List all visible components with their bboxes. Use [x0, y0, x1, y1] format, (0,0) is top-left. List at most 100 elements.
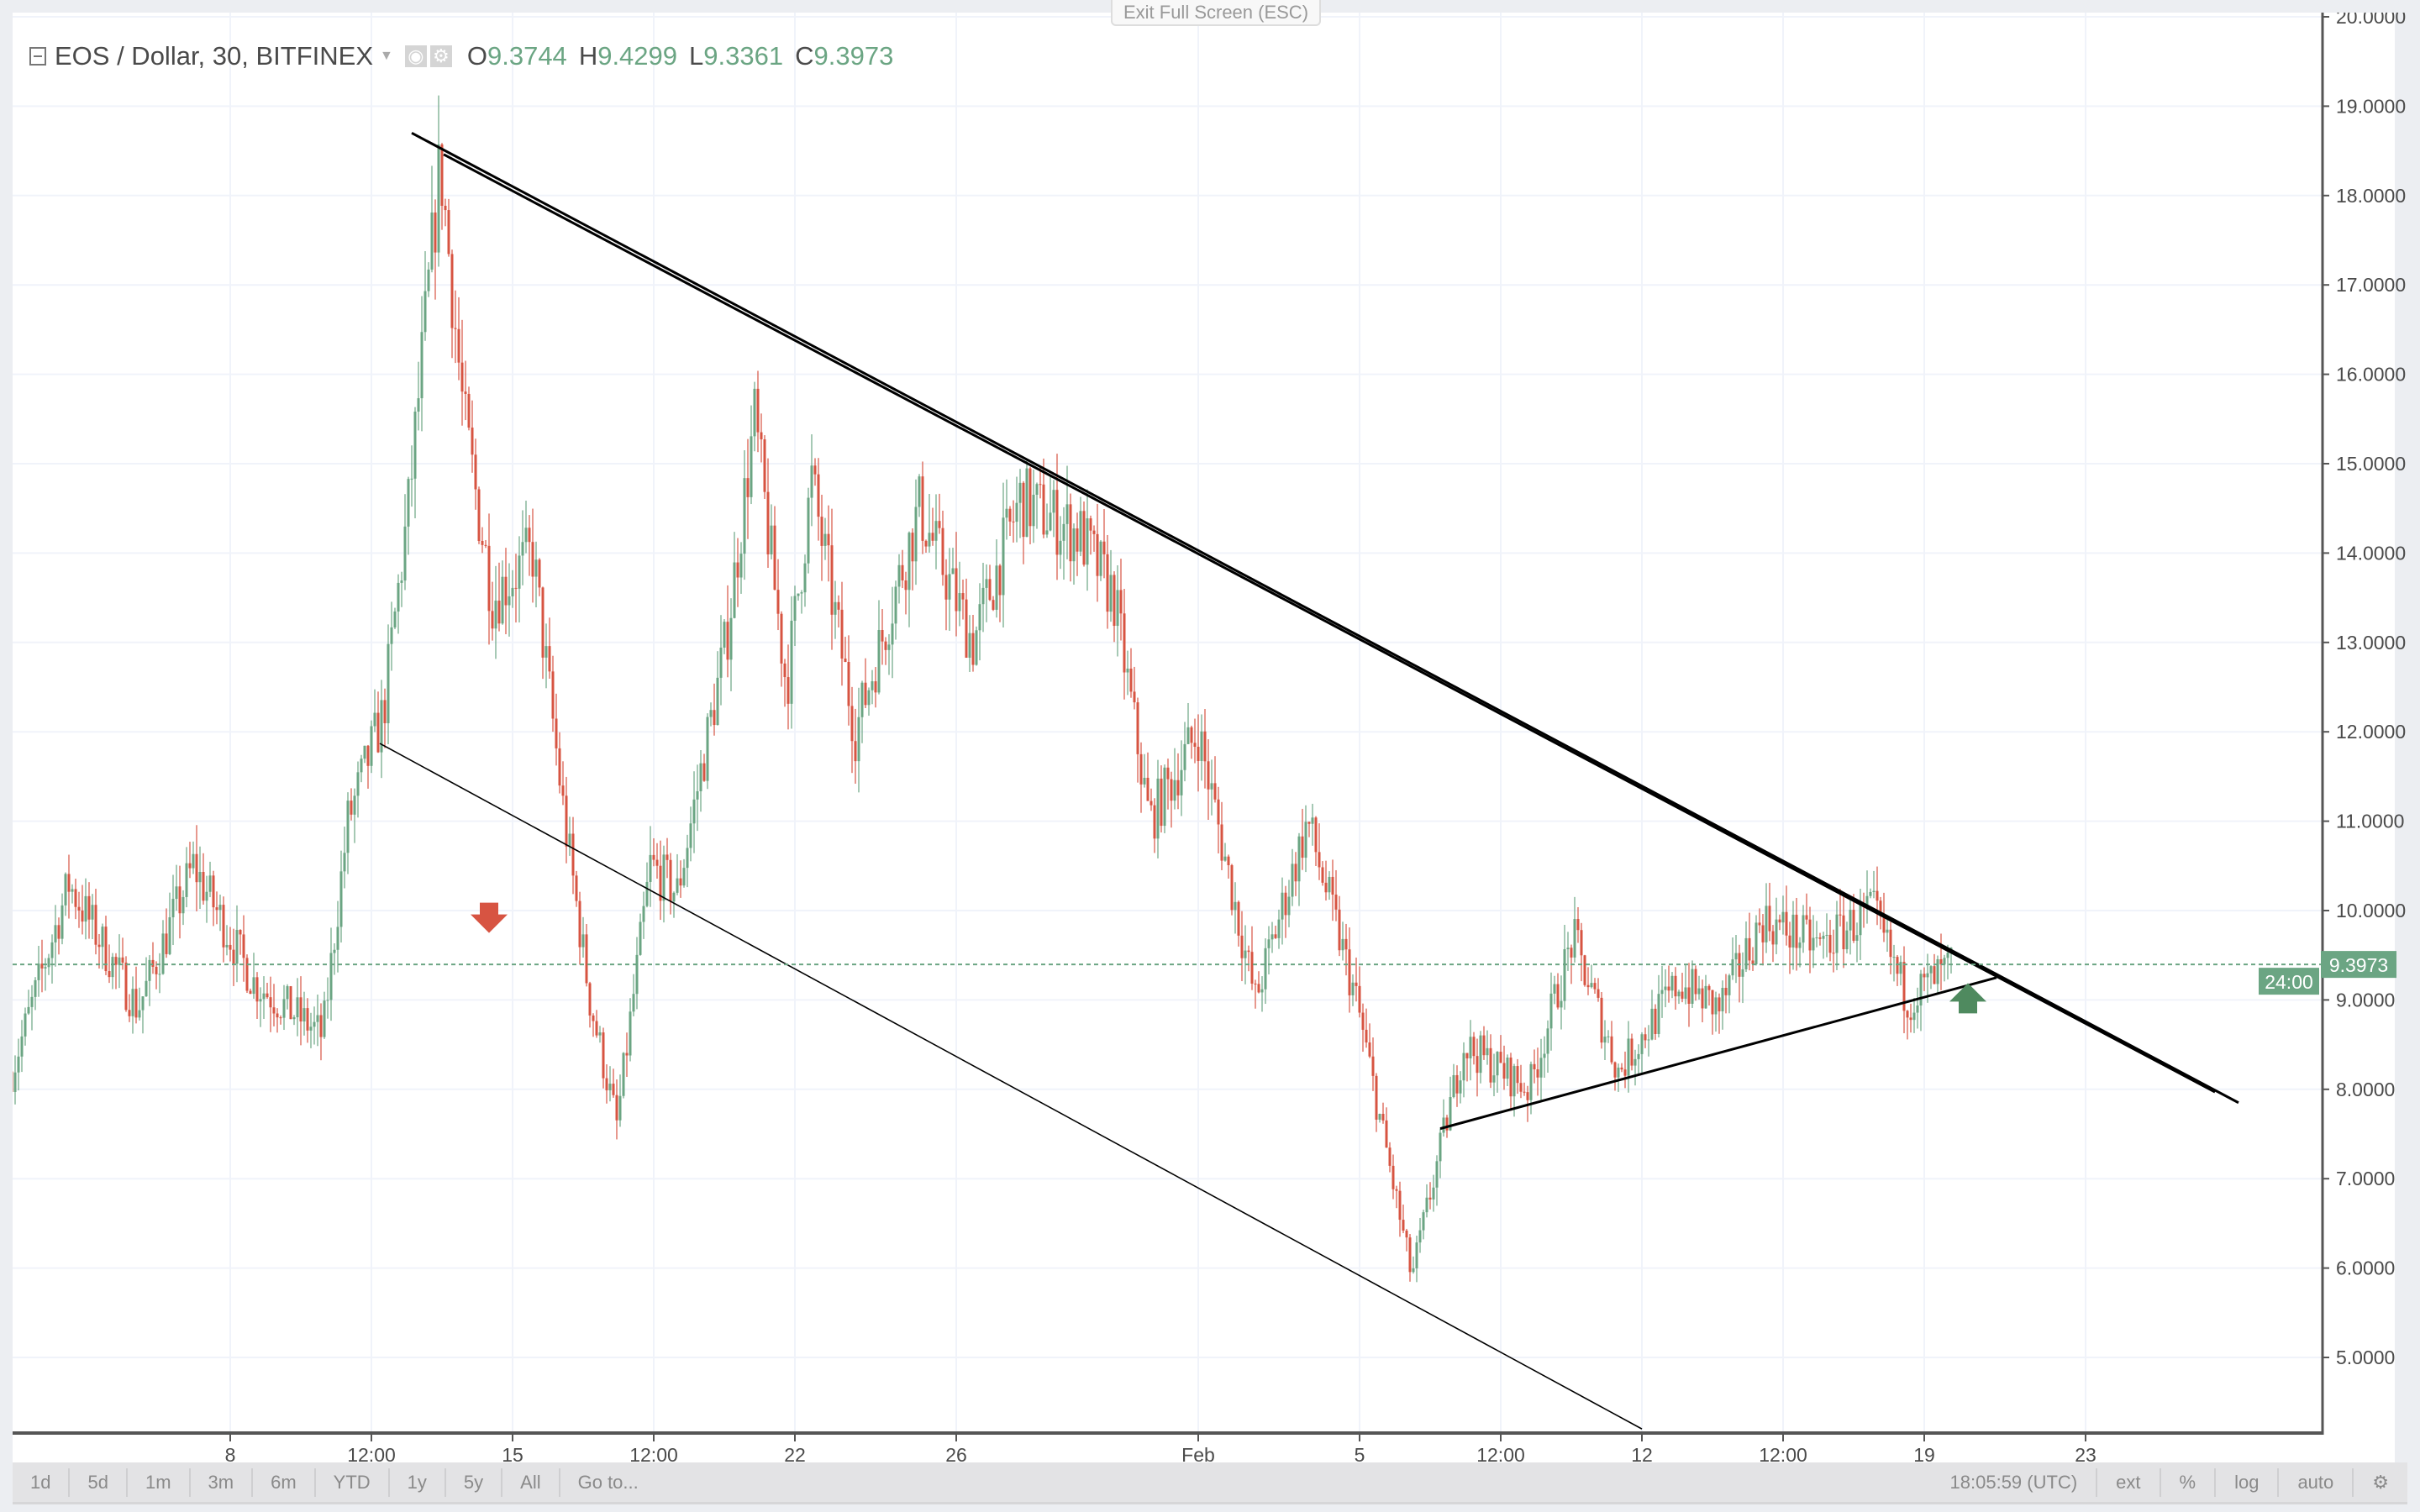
collapse-icon[interactable] [29, 47, 46, 66]
candle-body [965, 599, 968, 658]
range-1d[interactable]: 1d [13, 1467, 71, 1497]
candle [1701, 979, 1704, 1023]
candle-body [504, 576, 508, 606]
candle-body [1402, 1220, 1405, 1231]
candle [1264, 938, 1267, 1005]
candle [1331, 859, 1334, 921]
candle-body [1465, 1053, 1469, 1058]
candle-body [1613, 1062, 1617, 1078]
candle-body [592, 1015, 595, 1021]
candle [1388, 1142, 1392, 1173]
candle [1637, 1044, 1640, 1076]
candle-body [1670, 975, 1674, 991]
candle [1573, 896, 1576, 963]
candle-body [407, 479, 410, 527]
candle [1385, 1107, 1388, 1148]
candle [1748, 912, 1751, 971]
candle [1365, 1008, 1368, 1048]
candle-body [1328, 876, 1331, 893]
candle [1351, 974, 1355, 1006]
candle [1462, 1042, 1465, 1098]
candle [289, 985, 292, 1020]
goto-button[interactable]: Go to... [577, 1471, 639, 1493]
percent-toggle[interactable]: % [2159, 1467, 2215, 1497]
candle [692, 771, 696, 853]
candle-body [558, 748, 561, 786]
candle-body [1408, 1237, 1412, 1273]
candle [1566, 932, 1570, 971]
eye-icon[interactable]: ◉ [404, 45, 427, 67]
range-1m[interactable]: 1m [128, 1467, 191, 1497]
candle-body [1062, 523, 1065, 541]
candle-body [74, 889, 77, 907]
candle-body [1361, 1012, 1365, 1030]
candle-body [1570, 948, 1573, 958]
range-all[interactable]: All [502, 1467, 560, 1497]
candle-body [1923, 974, 1926, 978]
range-ytd[interactable]: YTD [316, 1467, 390, 1497]
candle [622, 1052, 625, 1099]
range-1y[interactable]: 1y [390, 1467, 446, 1497]
candle [1237, 900, 1240, 947]
candle [1825, 913, 1828, 958]
candle [662, 845, 666, 923]
caret-down-icon[interactable]: ▼ [380, 49, 393, 63]
range-3m[interactable]: 3m [191, 1467, 254, 1497]
range-6m[interactable]: 6m [253, 1467, 316, 1497]
candle [269, 976, 272, 1032]
exit-fullscreen-button[interactable]: Exit Full Screen (ESC) [1111, 0, 1321, 26]
candle-body [1183, 743, 1186, 770]
candle [1381, 1102, 1385, 1124]
candle [218, 895, 222, 932]
candle-body [94, 905, 97, 945]
candle [1650, 990, 1654, 1041]
candle [1533, 1049, 1536, 1084]
candle [1600, 992, 1603, 1049]
chart-frame[interactable]: 20.0000 19.0000 18.0000 17.0000 16.0000 15.00… [13, 13, 2407, 1504]
candle [373, 689, 376, 732]
candle-body [397, 582, 400, 612]
symbol-title[interactable]: EOS / Dollar, 30, BITFINEX [55, 41, 374, 71]
auto-toggle[interactable]: auto [2277, 1467, 2352, 1497]
log-toggle[interactable]: log [2214, 1467, 2277, 1497]
utc-clock[interactable]: 18:05:59 (UTC) [1949, 1471, 2078, 1493]
candle [1129, 648, 1133, 698]
candle [1758, 908, 1761, 933]
candle [699, 750, 702, 812]
candle-body [155, 966, 158, 974]
candle-body [1768, 906, 1771, 932]
candle [837, 595, 840, 627]
candle-body [1213, 783, 1217, 800]
range-5d[interactable]: 5d [70, 1467, 128, 1497]
candle-body [1257, 984, 1260, 993]
settings-gear-icon[interactable]: ⚙ [2352, 1467, 2407, 1497]
gear-icon[interactable]: ⚙ [429, 45, 452, 67]
candle-body [57, 925, 60, 939]
candle-body [1539, 1058, 1543, 1078]
candle [1160, 765, 1163, 833]
candle-body [857, 717, 860, 762]
candle [1055, 454, 1059, 580]
ext-toggle[interactable]: ext [2096, 1467, 2159, 1497]
candle-body [316, 1015, 319, 1022]
candle-body [1113, 575, 1116, 627]
candle-body [376, 712, 380, 753]
candle [995, 539, 998, 618]
candle [1640, 1032, 1644, 1075]
range-5y[interactable]: 5y [446, 1467, 503, 1497]
candle [1798, 937, 1802, 968]
candle [1539, 1038, 1543, 1100]
candle-body [692, 799, 696, 824]
candle [1778, 914, 1781, 931]
candle [356, 761, 360, 818]
candle-body [1190, 727, 1193, 743]
candle [171, 874, 175, 946]
candle [1912, 997, 1916, 1033]
candle [323, 991, 326, 1039]
price-chart[interactable]: 20.0000 19.0000 18.0000 17.0000 16.0000 15.00… [13, 13, 2407, 1462]
candle [1378, 1113, 1381, 1123]
candle [1536, 1047, 1539, 1096]
candle-body [918, 476, 921, 507]
candle [1707, 984, 1711, 1006]
candle [1711, 990, 1714, 1035]
